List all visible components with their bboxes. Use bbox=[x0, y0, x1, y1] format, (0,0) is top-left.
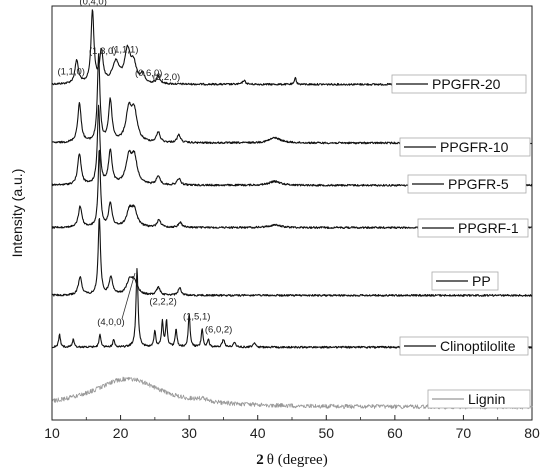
y-axis-title: Intensity (a.u.) bbox=[9, 169, 25, 258]
legend-ppgfr-10: PPGFR-10 bbox=[399, 137, 531, 157]
legend-box bbox=[417, 218, 529, 238]
peak-annotation: (1,1,1) bbox=[111, 45, 138, 56]
legend-label: PPGFR-20 bbox=[432, 76, 501, 92]
legend-label: PPGFR-5 bbox=[448, 176, 509, 192]
x-axis: 10 20 30 40 50 60 70 80 bbox=[44, 415, 540, 441]
x-tick-label: 10 bbox=[44, 425, 60, 441]
x-tick-label: 80 bbox=[524, 425, 540, 441]
peak-annotation: (2,2,2) bbox=[149, 296, 176, 307]
legend-box bbox=[407, 174, 527, 194]
series-pp-line bbox=[51, 217, 533, 297]
legend-pp: PP bbox=[431, 271, 499, 291]
legend-clinoptilolite: Clinoptilolite bbox=[399, 336, 529, 356]
legend-box bbox=[399, 137, 531, 157]
annotations-layer: (0,4,0)(1,1,0)(1,3,0)(1,1,1)(0,6,0)(2,2,… bbox=[57, 0, 232, 335]
legend-label: Clinoptilolite bbox=[440, 338, 516, 354]
peak-annotation: (0,6,0) bbox=[135, 68, 162, 79]
curves-layer bbox=[51, 9, 533, 410]
x-tick-label: 40 bbox=[250, 425, 266, 441]
x-tick-label: 20 bbox=[113, 425, 129, 441]
legend-label: Lignin bbox=[468, 391, 505, 407]
annotation-arrow bbox=[121, 272, 136, 320]
peak-annotation: (4,0,0) bbox=[97, 317, 124, 328]
series-lignin-line bbox=[51, 376, 533, 410]
peak-annotation: (0,4,0) bbox=[79, 0, 106, 7]
x-tick-label: 70 bbox=[456, 425, 472, 441]
x-tick-label: 60 bbox=[387, 425, 403, 441]
legend-box bbox=[427, 389, 531, 409]
x-axis-title-prefix: 2 bbox=[256, 452, 264, 468]
legend-ppgrf-1: PPGRF-1 bbox=[417, 218, 529, 238]
legend-ppgfr-5: PPGFR-5 bbox=[407, 174, 527, 194]
legend-box bbox=[399, 336, 529, 356]
legend-box bbox=[391, 74, 527, 94]
x-axis-title-unit: (degree) bbox=[274, 452, 328, 468]
legend-label: PP bbox=[472, 273, 491, 289]
peak-annotation: (1,5,1) bbox=[183, 312, 210, 323]
x-axis-title-theta: θ bbox=[267, 452, 274, 468]
legends-layer: PPGFR-20 PPGFR-10 PPGFR-5 PPGRF-1 PP Clinopti… bbox=[391, 74, 531, 409]
plot-frame bbox=[51, 5, 533, 421]
x-tick-label: 30 bbox=[181, 425, 197, 441]
x-tick-label: 50 bbox=[318, 425, 334, 441]
legend-ppgfr-20: PPGFR-20 bbox=[391, 74, 527, 94]
series-ppgfr-10-line bbox=[51, 53, 533, 145]
legend-label: PPGRF-1 bbox=[458, 220, 519, 236]
peak-annotation: (6,0,2) bbox=[205, 324, 232, 335]
peak-annotation: (2,2,0) bbox=[153, 72, 180, 83]
peak-annotation: (1,1,0) bbox=[57, 67, 84, 78]
peak-annotation: (1,3,0) bbox=[89, 46, 116, 57]
legend-label: PPGFR-10 bbox=[440, 139, 509, 155]
legend-lignin: Lignin bbox=[427, 389, 531, 409]
